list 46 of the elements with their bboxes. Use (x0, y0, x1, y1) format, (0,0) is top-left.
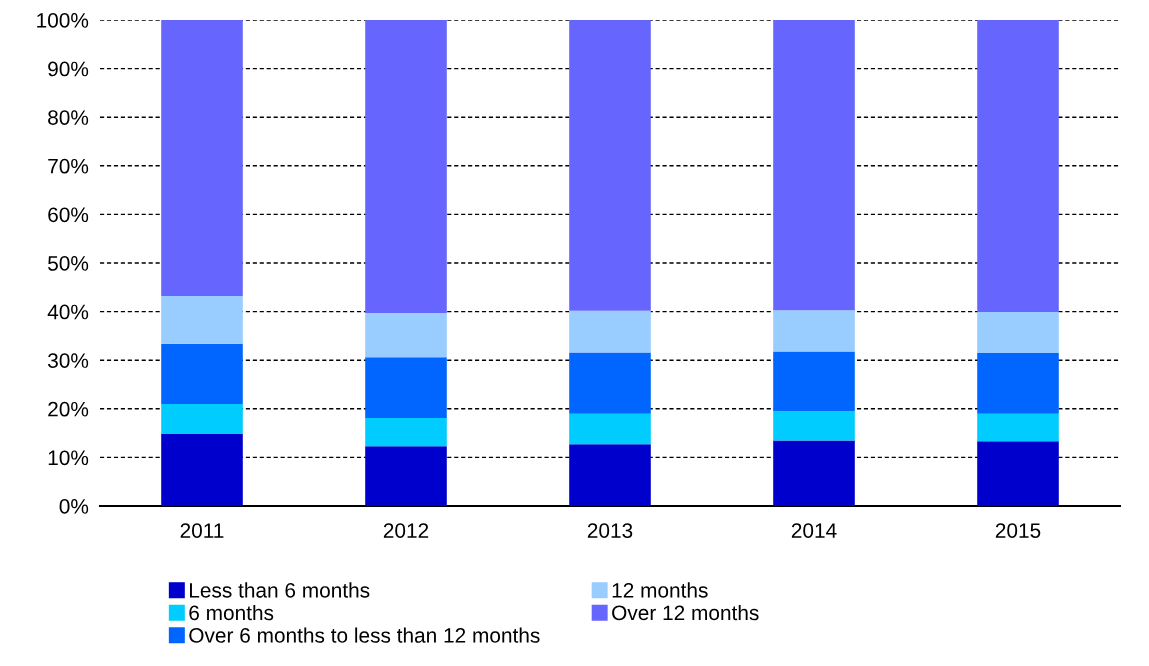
y-tick-label: 0% (59, 499, 89, 514)
bar (773, 20, 855, 311)
legend-label: 12 months (612, 582, 708, 598)
bar (161, 434, 243, 506)
bar (773, 351, 855, 412)
y-tick-label: 40% (47, 304, 89, 320)
bar (365, 313, 447, 358)
bar (977, 413, 1059, 442)
y-tick-label: 60% (48, 207, 89, 223)
legend-label: Less than 6 months (189, 582, 370, 598)
legend-label: 6 months (189, 604, 274, 621)
bar (161, 403, 243, 435)
y-tick-label: 50% (48, 256, 89, 271)
bar (773, 310, 855, 352)
bar (161, 296, 243, 344)
y-tick-label: 10% (48, 450, 89, 466)
bar (773, 411, 855, 441)
x-tick-label: 2013 (587, 523, 633, 538)
bar (569, 310, 651, 353)
y-tick-label: 90% (48, 61, 89, 77)
bar (977, 312, 1059, 353)
x-tick-label: 2014 (791, 523, 837, 538)
bar (161, 343, 243, 404)
y-tick-label: 80% (48, 110, 89, 125)
bar (569, 413, 651, 445)
bar (977, 20, 1059, 313)
bar (569, 352, 651, 414)
bar (365, 20, 447, 314)
y-tick-label: 30% (47, 353, 89, 368)
bar (773, 440, 855, 506)
y-tick-label: 20% (48, 401, 89, 417)
y-tick-label: 70% (48, 158, 89, 174)
bar (365, 446, 447, 506)
x-tick-label: 2015 (995, 523, 1041, 538)
legend-label: Over 12 months (612, 604, 759, 621)
x-tick-label: 2011 (180, 523, 224, 538)
bar (977, 352, 1059, 414)
x-tick-label: 2012 (383, 523, 429, 538)
bar (977, 441, 1059, 506)
bar (365, 418, 447, 447)
bar (569, 444, 651, 506)
bar (569, 20, 651, 311)
legend-label: Over 6 months to less than 12 months (189, 627, 540, 643)
bar (365, 357, 447, 419)
bar (161, 20, 243, 297)
y-tick-label: 100% (37, 13, 89, 28)
